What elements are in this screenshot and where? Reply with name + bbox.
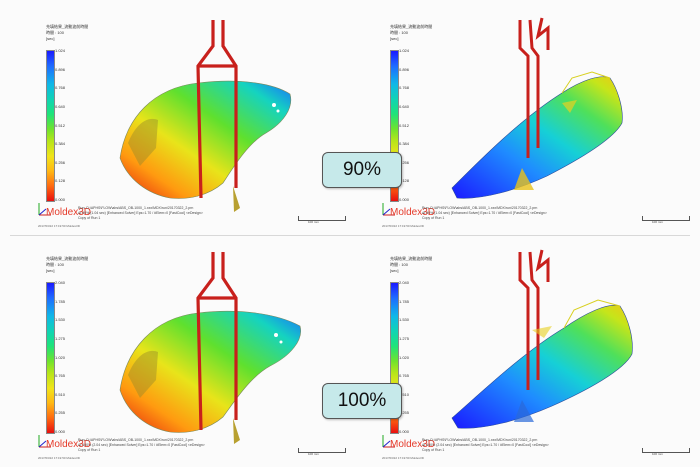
color-scale-ticks: 2.040 1.785 1.530 1.275 1.020 0.765 0.51… — [399, 280, 410, 434]
result-panel-bottom-right: 充填結果_流動波前時間 時間 : 100 [sec] 2.040 1.785 1… — [352, 240, 692, 462]
moldex-logo: Moldex3D — [46, 207, 92, 218]
length-scale-label: 100 mm — [652, 452, 663, 456]
runner-system — [196, 20, 238, 199]
timestamp: 2017/03/22 17:19:50 Moldex3D — [38, 456, 80, 460]
color-scale-bar — [390, 282, 399, 434]
color-scale-ticks: 1.024 0.896 0.768 0.640 0.512 0.384 0.25… — [399, 48, 410, 202]
color-scale-bar — [390, 50, 399, 202]
result-header: 充填結果_流動波前時間 時間 : 100 [sec] — [390, 256, 433, 273]
result-header: 充填結果_流動波前時間 時間 : 100 [sec] — [46, 256, 89, 273]
run-info: Run: D:\APHS\FLOW\abs\ABS_OB-1000_1.xxx\… — [78, 438, 205, 452]
run-info: Run: D:\APHS\FLOW\abs\ABS_OB-1000_1.xxx\… — [422, 438, 549, 452]
color-scale-ticks: 2.040 1.785 1.530 1.275 1.020 0.765 0.51… — [55, 280, 66, 434]
length-scale-bar — [298, 216, 346, 221]
axis-triad-icon — [382, 435, 395, 448]
result-header: 充填結果_流動波前時間 時間 : 100 [sec] — [46, 24, 89, 41]
length-scale-bar — [298, 448, 346, 453]
moldex-logo: Moldex3D — [390, 439, 436, 450]
fill-percent-badge-100: 100% — [322, 383, 402, 419]
moldex-logo: Moldex3D — [46, 439, 92, 450]
length-scale-bar — [642, 216, 690, 221]
result-panel-top-left: 充填結果_流動波前時間 時間 : 100 [sec] 1.024 0.896 0… — [8, 8, 348, 230]
length-scale-label: 100 mm — [308, 452, 319, 456]
moldex-logo: Moldex3D — [390, 207, 436, 218]
color-scale-bar — [46, 282, 55, 434]
result-header: 充填結果_流動波前時間 時間 : 100 [sec] — [390, 24, 433, 41]
part-model-view — [119, 20, 292, 212]
axis-triad-icon — [38, 203, 51, 216]
run-info: Run: D:\APHS\FLOW\abs\ABS_OB-1000_1.xxx\… — [78, 206, 203, 220]
length-scale-bar — [642, 448, 690, 453]
timestamp: 2017/03/22 17:19:50 Moldex3D — [382, 224, 424, 228]
color-scale-ticks: 1.024 0.896 0.768 0.640 0.512 0.384 0.25… — [55, 48, 66, 202]
axis-triad-icon — [382, 203, 395, 216]
timestamp: 2017/03/22 17:19:50 Moldex3D — [38, 224, 80, 228]
length-scale-label: 100 mm — [308, 220, 319, 224]
run-info: Run: D:\APHS\FLOW\abs\ABS_OB-1000_1.xxx\… — [422, 206, 547, 220]
part-model-view — [451, 17, 623, 199]
result-panel-top-right: 充填結果_流動波前時間 時間 : 100 [sec] 1.024 0.896 0… — [352, 8, 692, 230]
length-scale-label: 100 mm — [652, 220, 663, 224]
color-scale-bar — [46, 50, 55, 202]
axis-triad-icon — [38, 435, 51, 448]
runner-system — [196, 252, 238, 431]
fill-percent-badge-90: 90% — [322, 152, 402, 188]
timestamp: 2017/03/22 17:19:50 Moldex3D — [382, 456, 424, 460]
runner-system — [518, 17, 550, 158]
result-panel-bottom-left: 充填結果_流動波前時間 時間 : 100 [sec] 2.040 1.785 1… — [8, 240, 348, 462]
part-model-view — [119, 252, 301, 444]
part-model-view — [451, 249, 633, 429]
panel-divider — [10, 235, 690, 236]
